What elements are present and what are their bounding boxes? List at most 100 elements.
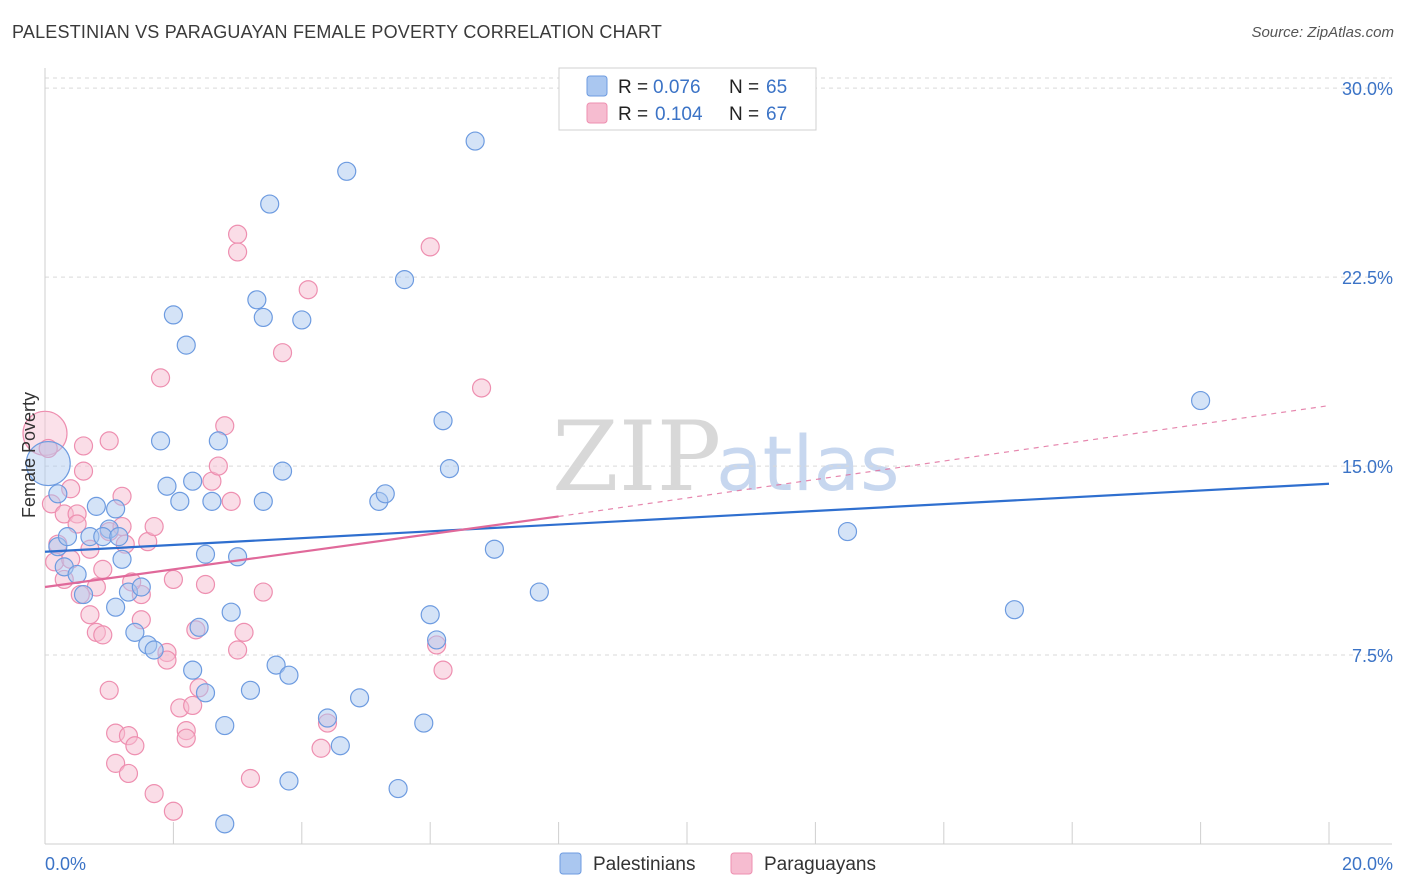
palestinian-point [183, 660, 203, 680]
paraguayan-point [208, 456, 228, 476]
paraguayan-point [272, 343, 293, 363]
legend-r-value-2: 0.104 [655, 104, 703, 125]
paraguayan-point [144, 516, 164, 537]
paraguayan-point [433, 660, 453, 680]
palestinian-point [388, 778, 408, 799]
legend-n-label-1: N = [729, 77, 759, 98]
paraguayan-point [80, 605, 100, 625]
palestinian-point [195, 544, 216, 564]
correlation-legend: R = 0.076 N = 65 R = 0.104 N = 67 [558, 67, 817, 131]
legend-n-label-2: N = [729, 104, 759, 125]
chart-title: PALESTINIAN VS PARAGUAYAN FEMALE POVERTY… [12, 22, 663, 42]
palestinian-point [253, 491, 273, 511]
palestinian-point [170, 491, 190, 511]
trend-lines [44, 405, 1330, 589]
paraguayan-point [176, 728, 196, 748]
paraguayan-point [298, 280, 318, 300]
paraguayan-point [93, 625, 113, 645]
palestinian-point [215, 715, 235, 736]
watermark-atlas: atlas [716, 419, 900, 508]
palestinian-point [317, 708, 338, 728]
x-tick-label-max: 20.0% [1342, 854, 1393, 874]
y-tick-labels: 7.5% 15.0% 22.5% 30.0% [1342, 79, 1393, 666]
paraguayan-point [240, 768, 261, 789]
paraguayan-point [118, 763, 139, 784]
paraguayan-point [253, 582, 273, 602]
palestinian-point [150, 431, 171, 451]
paraguayan-point [125, 736, 145, 756]
paraguayan-point [38, 438, 58, 459]
palestinian-point [109, 527, 129, 547]
palestinian-point [529, 582, 549, 602]
palestinian-point [247, 290, 267, 310]
paraguayan-point [157, 650, 177, 670]
y-tick-label: 15.0% [1342, 457, 1393, 477]
palestinian-point [375, 484, 395, 504]
paraguayan-point [195, 574, 216, 595]
palestinian-point [439, 458, 460, 479]
paraguayan-point [150, 368, 171, 388]
paraguayan-point [420, 237, 440, 257]
palestinian-point [240, 680, 261, 700]
y-tick-label: 30.0% [1342, 79, 1393, 99]
paraguayan-point [163, 569, 183, 590]
palestinian-point [93, 527, 113, 547]
paraguayan-point [471, 378, 492, 398]
x-tick-label-min: 0.0% [45, 854, 86, 874]
paraguayan-point [221, 491, 241, 511]
palestinian-point [157, 476, 177, 496]
palestinian-point [484, 539, 504, 559]
palestinian-point [260, 194, 280, 214]
palestinian-point [330, 736, 350, 756]
palestinian-point [106, 597, 126, 617]
x-tick-labels: 0.0% 20.0% [45, 854, 1393, 874]
watermark-zip: ZIP [552, 401, 721, 513]
bottom-legend-label-palestinians: Palestinians [593, 854, 695, 875]
palestinian-point [25, 440, 71, 487]
palestinian-point [420, 605, 440, 625]
paraguayan-point [163, 801, 183, 821]
paraguayan-point [234, 622, 254, 642]
palestinians-trend-line [44, 482, 1330, 553]
legend-swatch-paraguayans [586, 102, 608, 124]
legend-r-value-1: 0.076 [653, 77, 701, 98]
gridlines [45, 77, 1392, 656]
palestinian-point [837, 521, 858, 542]
palestinian-point [163, 305, 183, 325]
legend-n-value-1: 65 [766, 77, 787, 98]
y-tick-label: 22.5% [1342, 268, 1393, 288]
paraguayan-point [228, 224, 248, 244]
paraguayans-trend-line [44, 515, 559, 589]
palestinian-point [106, 499, 126, 519]
y-axis-title: Female Poverty [19, 392, 39, 518]
bottom-legend-swatch-paraguayans [730, 852, 753, 875]
palestinian-point [465, 131, 485, 151]
paraguayan-point [106, 753, 126, 773]
palestinian-point [337, 161, 357, 181]
palestinian-point [125, 622, 145, 642]
paraguayan-point [99, 431, 119, 451]
palestinian-point [253, 307, 273, 328]
paraguayan-point [228, 640, 248, 660]
palestinian-point [215, 814, 235, 834]
palestinian-point [183, 471, 203, 491]
legend-r-label-1: R = [618, 77, 648, 98]
legend-n-value-2: 67 [766, 104, 787, 125]
palestinian-point [228, 547, 248, 567]
palestinian-point [1004, 600, 1025, 620]
paraguayan-point [228, 242, 248, 262]
paraguayan-point [183, 695, 203, 716]
bottom-legend-swatch-palestinians [559, 852, 582, 875]
legend-r-label-2: R = [618, 104, 648, 125]
palestinian-point [1190, 390, 1211, 411]
watermark: ZIP atlas [552, 401, 900, 513]
palestinian-point [189, 617, 209, 637]
palestinian-point [112, 549, 132, 569]
legend-swatch-palestinians [586, 75, 608, 97]
palestinian-point [279, 771, 299, 791]
series-legend: Palestinians Paraguayans [559, 852, 876, 875]
palestinian-point [131, 577, 151, 597]
palestinian-point [57, 527, 78, 547]
palestinian-point [48, 484, 68, 504]
